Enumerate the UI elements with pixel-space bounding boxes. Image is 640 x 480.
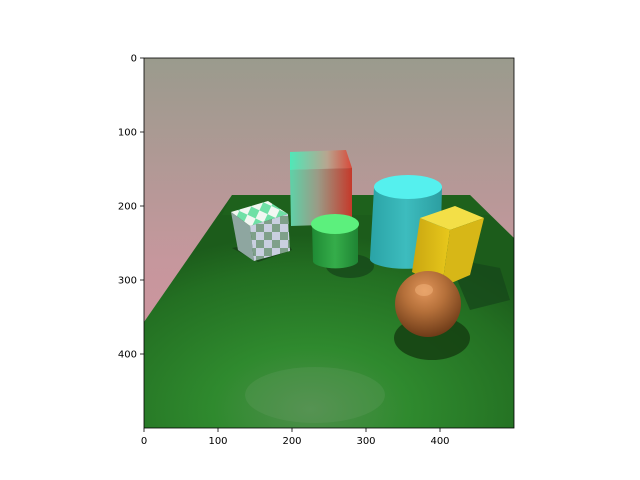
y-tick-label: 300 [118, 276, 137, 287]
x-axis: 0 100 200 300 400 [141, 428, 450, 447]
y-axis: 0 100 200 300 400 [118, 54, 144, 361]
checkered-cube [231, 201, 290, 261]
axes-frame [143, 57, 515, 429]
x-tick-label: 300 [356, 436, 375, 447]
y-tick-label: 200 [118, 202, 137, 213]
floor-highlight [245, 367, 385, 423]
gradient-cube [290, 150, 352, 226]
x-tick-label: 200 [282, 436, 301, 447]
green-cylinder [311, 214, 359, 269]
rendered-image [144, 58, 514, 428]
x-tick-label: 100 [208, 436, 227, 447]
y-tick-label: 100 [118, 128, 137, 139]
y-tick-label: 0 [131, 54, 137, 65]
x-tick-label: 0 [141, 436, 147, 447]
copper-sphere [395, 271, 461, 337]
y-tick-label: 400 [118, 350, 137, 361]
yellow-cube [412, 206, 484, 287]
x-tick-label: 400 [430, 436, 449, 447]
